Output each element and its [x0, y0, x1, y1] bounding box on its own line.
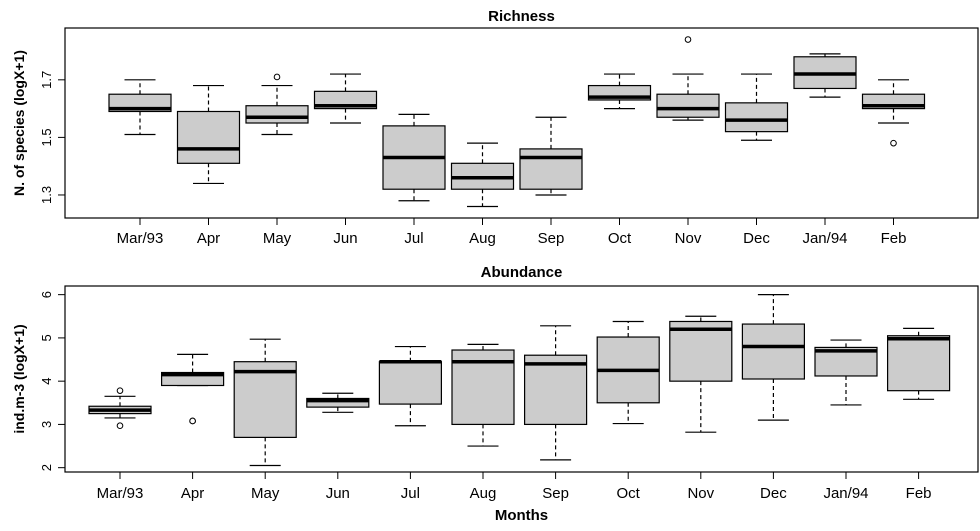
richness-x-tick-label: Mar/93 — [117, 230, 164, 247]
abundance-x-tick-label: Jul — [401, 485, 420, 502]
richness-x-tick-label: May — [263, 230, 292, 247]
abundance-box-5 — [451, 343, 515, 447]
abundance-outlier-point — [116, 422, 124, 430]
abundance-x-axis-label: Months — [495, 507, 548, 524]
richness-x-tick-label: Dec — [743, 230, 770, 247]
abundance-x-tick-label: Sep — [542, 485, 569, 502]
abundance-box-0 — [88, 387, 152, 430]
abundance-box-2 — [233, 338, 297, 467]
richness-box-body — [176, 110, 241, 164]
richness-x-tick-label: Aug — [469, 230, 496, 247]
richness-x-tick-label: Jan/94 — [802, 230, 847, 247]
abundance-outlier-point — [189, 417, 196, 425]
richness-box-8 — [656, 36, 720, 121]
richness-box-4 — [382, 113, 446, 202]
richness-box-body — [519, 148, 583, 190]
abundance-box-body — [233, 361, 297, 438]
abundance-y-tick-label: 2 — [39, 464, 54, 471]
abundance-box-7 — [596, 320, 660, 425]
abundance-y-tick-label: 3 — [39, 421, 54, 428]
abundance-box-4 — [378, 345, 442, 427]
abundance-box-10 — [814, 339, 878, 406]
abundance-x-tick-label: Mar/93 — [97, 485, 144, 502]
abundance-y-tick-label: 4 — [39, 378, 54, 385]
richness-box-0 — [108, 79, 172, 136]
richness-panel: Richness N. of species (logX+1) 1.3 1.5 1.7 M… — [11, 8, 979, 247]
abundance-x-tick-label: Apr — [181, 485, 204, 502]
richness-box-body — [724, 102, 789, 133]
richness-y-tick-label: 1.3 — [39, 186, 54, 204]
richness-box-6 — [519, 116, 583, 196]
abundance-x-tick-label: Dec — [760, 485, 787, 502]
abundance-box-6 — [523, 325, 588, 461]
abundance-y-axis-label: ind.m-3 (logX+1) — [11, 324, 27, 433]
richness-box-9 — [724, 73, 789, 141]
richness-y-tick-label: 1.7 — [39, 71, 54, 89]
richness-outlier-point — [890, 139, 897, 147]
abundance-box-body — [306, 397, 370, 408]
richness-box-3 — [313, 73, 378, 124]
richness-plot-frame — [64, 27, 979, 219]
abundance-box-9 — [741, 294, 806, 421]
richness-box-body — [245, 105, 309, 124]
richness-box-body — [656, 93, 720, 118]
abundance-x-tick-label: Feb — [906, 485, 932, 502]
abundance-box-body — [523, 354, 588, 426]
richness-box-1 — [176, 84, 241, 185]
abundance-x-tick-label: May — [251, 485, 280, 502]
abundance-box-3 — [306, 392, 370, 413]
richness-box-7 — [587, 73, 652, 110]
abundance-box-body — [378, 361, 442, 405]
richness-x-tick-label: Sep — [538, 230, 565, 247]
abundance-box-body — [741, 323, 806, 380]
abundance-box-11 — [886, 327, 951, 400]
richness-x-tick-label: Jun — [333, 230, 357, 247]
abundance-title: Abundance — [481, 264, 563, 281]
abundance-box-body — [886, 335, 951, 392]
richness-box-11 — [861, 79, 926, 147]
abundance-x-tick-label: Jun — [326, 485, 350, 502]
abundance-x-tick-label: Nov — [687, 485, 714, 502]
abundance-plot-frame — [64, 285, 979, 473]
abundance-x-tick-label: Aug — [470, 485, 497, 502]
richness-x-tick-label: Nov — [675, 230, 702, 247]
richness-y-tick-label: 1.5 — [39, 128, 54, 146]
abundance-panel: Abundance ind.m-3 (logX+1) Months 2 3 4 5 6 Mar/… — [11, 264, 979, 524]
abundance-box-1 — [161, 353, 225, 425]
abundance-y-tick-label: 5 — [39, 334, 54, 341]
richness-title: Richness — [488, 8, 555, 25]
richness-x-tick-label: Feb — [881, 230, 907, 247]
richness-box-10 — [793, 53, 857, 98]
richness-box-2 — [245, 73, 309, 136]
richness-y-axis-label: N. of species (logX+1) — [11, 50, 27, 196]
abundance-y-tick-label: 6 — [39, 291, 54, 298]
abundance-box-8 — [669, 315, 733, 433]
richness-outlier-point — [684, 36, 692, 43]
abundance-box-body — [669, 320, 733, 382]
richness-x-tick-label: Jul — [404, 230, 423, 247]
richness-box-5 — [450, 142, 515, 208]
abundance-outlier-point — [116, 387, 124, 394]
abundance-x-tick-label: Jan/94 — [823, 485, 868, 502]
richness-x-tick-label: Oct — [608, 230, 632, 247]
richness-x-tick-label: Apr — [197, 230, 220, 247]
richness-outlier-point — [273, 73, 281, 81]
abundance-x-tick-label: Oct — [617, 485, 641, 502]
